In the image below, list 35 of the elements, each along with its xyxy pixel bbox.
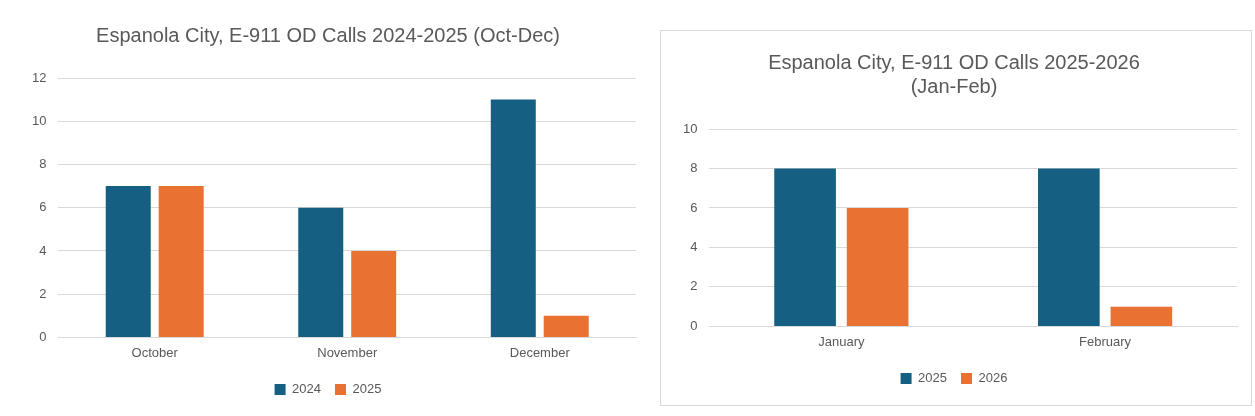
y-tick-label: 2 [690,278,698,294]
y-tick-label: 10 [682,120,698,136]
text: Espanola City, E-911 OD Calls 2025-2026 [768,50,1140,73]
bar [543,315,589,337]
x-tick-label: November [317,344,378,360]
x-tick-label: December [509,344,571,360]
bar [1110,306,1173,326]
y-tick-label: 0 [39,328,47,344]
legend-label: 2024 [292,381,321,397]
bar [158,186,204,337]
bar [846,207,909,326]
y-tick-label: 8 [690,160,698,176]
y-tick-label: 6 [39,199,47,215]
bar [774,168,836,326]
y-tick-label: 4 [39,242,47,258]
y-tick-label: 6 [690,199,698,215]
y-tick-label: 2 [39,285,47,301]
y-tick-label: 4 [690,239,698,255]
bar [351,250,397,337]
y-tick-label: 12 [31,69,47,85]
text: (Jan-Feb) [910,74,998,97]
x-tick-label: October [131,344,179,360]
y-tick-label: 0 [690,317,698,333]
bar [298,207,344,337]
bar [1038,168,1100,326]
y-tick-label: 8 [39,156,47,172]
chart-title: Espanola City, E-911 OD Calls 2024-2025 (Oct-Dec) [96,23,560,46]
legend-label: 2025 [918,370,947,386]
legend-label: 2025 [352,381,382,397]
bar [490,99,536,337]
bar [105,186,151,337]
legend-label: 2026 [978,370,1008,386]
x-tick-label: February [1079,333,1132,349]
x-tick-label: January [818,333,865,349]
y-tick-label: 10 [31,112,47,128]
